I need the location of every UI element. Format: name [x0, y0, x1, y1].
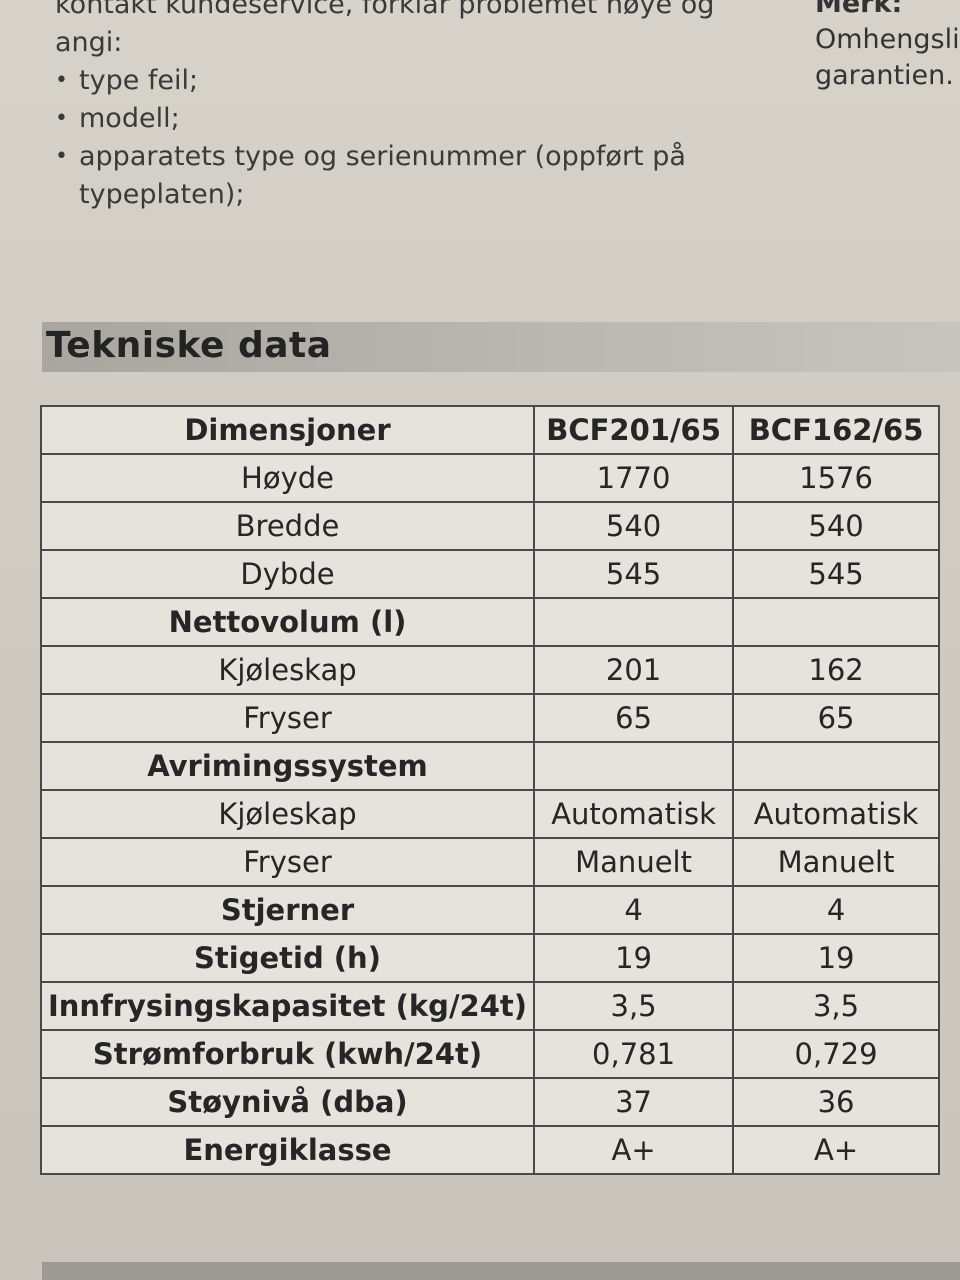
list-item-continuation: typeplaten); [79, 179, 245, 210]
section-header-bar [42, 322, 960, 372]
next-section-bar [42, 1262, 960, 1280]
list-item: type feil; [55, 62, 735, 100]
list-item: apparatets type og serienummer (oppført … [55, 138, 735, 176]
table-row: Energiklasse A+ A+ [39, 1125, 940, 1175]
table-row: Bredde 540 540 [39, 501, 940, 551]
cell-value: 545 [533, 549, 735, 599]
cell-value [732, 597, 940, 647]
table-row: Stjerner 4 4 [39, 885, 940, 935]
cell-value: 3,5 [732, 981, 940, 1031]
model-header: BCF162/65 [732, 405, 940, 455]
row-label: Høyde [39, 453, 536, 503]
side-note-line: Omhengsli [815, 24, 960, 55]
cell-value: A+ [533, 1125, 735, 1175]
table-row: Kjøleskap 201 162 [39, 645, 940, 695]
table-row: Avrimingssystem [39, 741, 940, 791]
side-note-label: Merk: [815, 0, 903, 19]
list-item: modell; [55, 100, 735, 138]
cell-value: 4 [732, 885, 940, 935]
cell-value: 65 [732, 693, 940, 743]
cell-value: 19 [533, 933, 735, 983]
table-row: Fryser 65 65 [39, 693, 940, 743]
cell-value: 540 [533, 501, 735, 551]
row-label: Nettovolum (l) [39, 597, 536, 647]
cell-value: 0,781 [533, 1029, 735, 1079]
row-label: Støynivå (dba) [39, 1077, 536, 1127]
cell-value: Automatisk [533, 789, 735, 839]
cell-value [732, 741, 940, 791]
table-row: Strømforbruk (kwh/24t) 0,781 0,729 [39, 1029, 940, 1079]
table-row: Innfrysingskapasitet (kg/24t) 3,5 3,5 [39, 981, 940, 1031]
table-row: Dybde 545 545 [39, 549, 940, 599]
cell-value: 545 [732, 549, 940, 599]
row-label: Kjøleskap [39, 645, 536, 695]
cell-value: A+ [732, 1125, 940, 1175]
row-label: Stigetid (h) [39, 933, 536, 983]
cell-value: 201 [533, 645, 735, 695]
cell-value: 19 [732, 933, 940, 983]
side-note-line: garantien. [815, 60, 954, 91]
table-row: Fryser Manuelt Manuelt [39, 837, 940, 887]
cell-value: 540 [732, 501, 940, 551]
instruction-list: type feil; modell; apparatets type og se… [55, 62, 735, 214]
table-row: Stigetid (h) 19 19 [39, 933, 940, 983]
section-title: Tekniske data [46, 325, 332, 366]
model-header: BCF201/65 [533, 405, 735, 455]
cell-value: Manuelt [533, 837, 735, 887]
cell-value: 3,5 [533, 981, 735, 1031]
cell-value: 1576 [732, 453, 940, 503]
row-label: Innfrysingskapasitet (kg/24t) [39, 981, 536, 1031]
row-label: Avrimingssystem [39, 741, 536, 791]
cell-value [533, 741, 735, 791]
cell-value: 162 [732, 645, 940, 695]
cell-value: 0,729 [732, 1029, 940, 1079]
table-row: Støynivå (dba) 37 36 [39, 1077, 940, 1127]
row-label: Fryser [39, 837, 536, 887]
cell-value: Manuelt [732, 837, 940, 887]
service-instructions: kontakt kundeservice, forklar problemet … [55, 0, 735, 214]
cell-value: 37 [533, 1077, 735, 1127]
instruction-line: angi: [55, 27, 123, 58]
cell-value: 36 [732, 1077, 940, 1127]
cell-value: 65 [533, 693, 735, 743]
instruction-line: kontakt kundeservice, forklar problemet … [55, 0, 715, 20]
row-label: Strømforbruk (kwh/24t) [39, 1029, 536, 1079]
table-row: Dimensjoner BCF201/65 BCF162/65 [39, 405, 940, 455]
cell-value: 4 [533, 885, 735, 935]
row-label: Bredde [39, 501, 536, 551]
row-label: Kjøleskap [39, 789, 536, 839]
table-row: Nettovolum (l) [39, 597, 940, 647]
row-label: Energiklasse [39, 1125, 536, 1175]
cell-value [533, 597, 735, 647]
technical-data-table: Dimensjoner BCF201/65 BCF162/65 Høyde 17… [39, 405, 940, 1175]
row-label: Stjerner [39, 885, 536, 935]
row-label: Fryser [39, 693, 536, 743]
row-label: Dybde [39, 549, 536, 599]
row-label: Dimensjoner [39, 405, 536, 455]
table-row: Kjøleskap Automatisk Automatisk [39, 789, 940, 839]
cell-value: Automatisk [732, 789, 940, 839]
table-row: Høyde 1770 1576 [39, 453, 940, 503]
side-note: Merk: Omhengsli garantien. [815, 0, 960, 94]
cell-value: 1770 [533, 453, 735, 503]
